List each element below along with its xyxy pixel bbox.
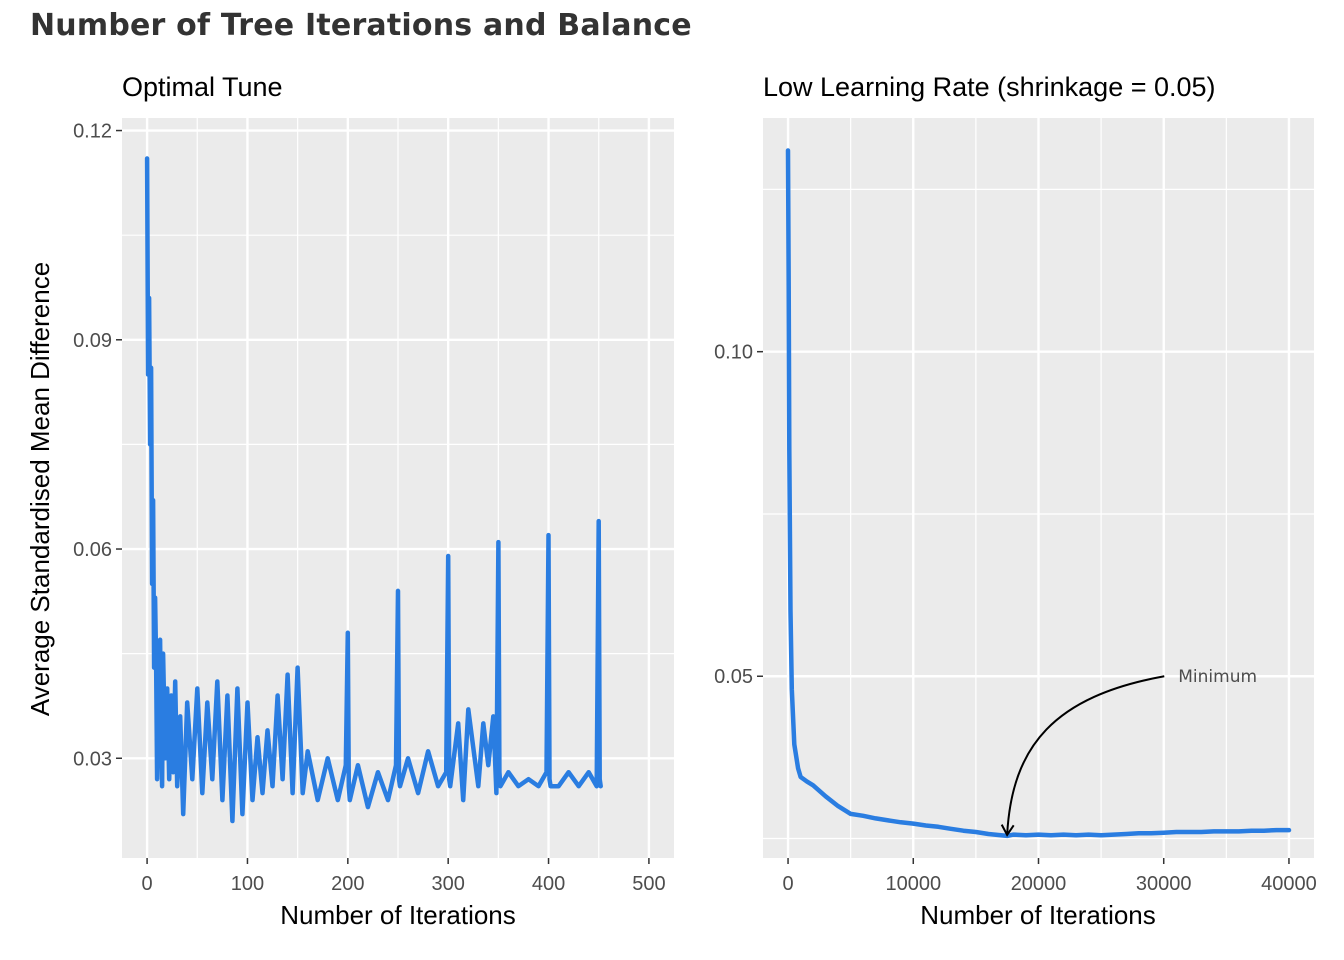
- panel-right-x-tick-label: 10000: [885, 873, 941, 895]
- chart-title: Number of Tree Iterations and Balance: [30, 8, 692, 43]
- panel-left-subtitle: Optimal Tune: [122, 72, 283, 102]
- panel-right-axes: 0 10000 20000 30000 40000 0.05 0.10: [714, 342, 1317, 895]
- panel-right-x-axis-title: Number of Iterations: [920, 900, 1156, 930]
- panel-right-y-tick-label: 0.10: [714, 342, 753, 364]
- panel-right-subtitle: Low Learning Rate (shrinkage = 0.05): [763, 72, 1216, 102]
- panel-left-y-tick-label: 0.09: [73, 330, 112, 352]
- panel-left-series: [144, 156, 603, 824]
- panel-left: Optimal Tune 0 100 200 300 400 500 0.03 0.06 0.0…: [25, 72, 674, 930]
- panel-left-y-tick-label: 0.03: [73, 748, 112, 770]
- panel-left-x-tick-label: 0: [142, 873, 153, 895]
- annotation-arrow: [1000, 675, 1165, 837]
- panel-left-y-tick-label: 0.06: [73, 539, 112, 561]
- panel-left-x-tick-label: 300: [431, 873, 464, 895]
- panel-left-x-tick-label: 100: [231, 873, 264, 895]
- panel-left-x-axis-title: Number of Iterations: [280, 900, 516, 930]
- annotation-label: Minimum: [1178, 667, 1257, 687]
- panel-left-y-tick-label: 0.12: [73, 121, 112, 143]
- panel-left-y-axis-title: Average Standardised Mean Difference: [25, 262, 55, 716]
- panel-right: Low Learning Rate (shrinkage = 0.05) 0 10…: [714, 72, 1317, 930]
- panel-right-x-tick-label: 30000: [1136, 873, 1192, 895]
- panel-left-gridlines: [122, 118, 674, 858]
- panel-left-x-tick-label: 400: [532, 873, 565, 895]
- panel-right-annotations: Minimum: [1000, 667, 1257, 837]
- panel-right-y-tick-label: 0.05: [714, 666, 753, 688]
- panel-left-x-tick-label: 500: [632, 873, 665, 895]
- panel-left-x-tick-label: 200: [331, 873, 364, 895]
- panel-left-series-line-0: [144, 156, 603, 824]
- panel-right-x-tick-label: 40000: [1261, 873, 1317, 895]
- panel-right-x-tick-label: 20000: [1011, 873, 1067, 895]
- panel-left-axes: 0 100 200 300 400 500 0.03 0.06 0.09 0.12: [73, 121, 666, 895]
- panel-right-x-tick-label: 0: [782, 873, 793, 895]
